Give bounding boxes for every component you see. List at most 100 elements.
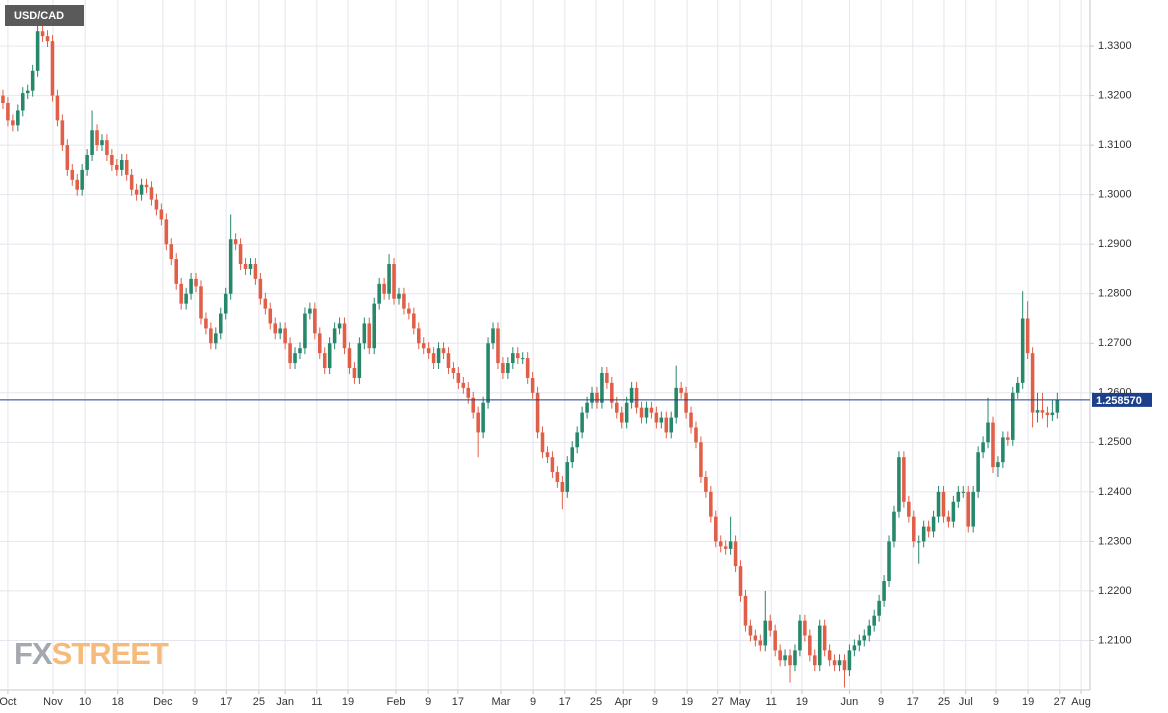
y-tick-label: 1.2800 <box>1098 288 1132 300</box>
candle-body <box>214 333 218 344</box>
candle-body <box>496 328 500 364</box>
candle-body <box>159 209 164 220</box>
candle-body <box>179 283 183 304</box>
candle-body <box>515 353 520 359</box>
candle-body <box>718 541 723 547</box>
candle-body <box>902 457 906 502</box>
candle-body <box>446 353 451 369</box>
x-tick-label: Jan <box>276 696 294 708</box>
x-tick-label: 25 <box>253 696 265 708</box>
candle-body <box>832 660 837 666</box>
candle-body <box>273 323 278 334</box>
candle-body <box>1001 437 1005 463</box>
y-tick-label: 1.2900 <box>1098 238 1132 250</box>
candle-body <box>704 477 708 492</box>
candle-body <box>199 286 203 319</box>
candle-body <box>862 635 867 641</box>
candle-body <box>441 348 446 354</box>
x-tick-label: 10 <box>79 696 91 708</box>
y-tick-label: 1.2100 <box>1098 634 1132 646</box>
candle-body <box>654 412 659 423</box>
candle-body <box>357 343 362 378</box>
candle-body <box>709 491 713 517</box>
candle-body <box>149 187 154 200</box>
candle-body <box>1035 410 1040 413</box>
candle-body <box>367 323 372 349</box>
candle-body <box>105 140 109 156</box>
x-tick-label: 18 <box>112 696 124 708</box>
candle-body <box>184 293 188 304</box>
candle-body <box>11 120 15 126</box>
candle-body <box>139 184 144 195</box>
candle-body <box>555 472 560 482</box>
candle-body <box>476 412 480 433</box>
candle-body <box>852 645 857 651</box>
candle-body <box>30 70 35 91</box>
candle-body <box>40 31 45 37</box>
candle-body <box>501 363 505 373</box>
candle-body <box>1006 437 1010 440</box>
candle-body <box>50 41 55 96</box>
candle-body <box>322 353 327 369</box>
candle-body <box>486 343 490 403</box>
x-tick-label: 25 <box>590 696 602 708</box>
candle-body <box>595 392 599 403</box>
candle-body <box>278 328 282 334</box>
candle-body <box>16 110 20 126</box>
candle-body <box>817 625 822 666</box>
candle-body <box>144 184 149 188</box>
candle-body <box>481 402 485 433</box>
candle-body <box>946 516 951 522</box>
candle-body <box>1045 412 1050 416</box>
candle-body <box>511 353 515 364</box>
candle-body <box>461 382 466 388</box>
candle-body <box>194 278 198 287</box>
candle-body <box>768 620 773 631</box>
candle-body <box>778 650 782 661</box>
candle-body <box>223 293 228 314</box>
candle-body <box>377 283 381 304</box>
candle-body <box>70 169 75 180</box>
candle-body <box>892 511 896 542</box>
candle-body <box>921 526 926 542</box>
candle-body <box>342 323 347 349</box>
candle-body <box>1 95 5 104</box>
candle-body <box>540 432 545 453</box>
candle-body <box>1025 318 1030 354</box>
candle-body <box>877 600 881 616</box>
x-tick-label: 27 <box>1054 696 1066 708</box>
candle-body <box>659 417 664 423</box>
candle-body <box>332 328 337 344</box>
x-tick-label: 9 <box>652 696 658 708</box>
y-tick-label: 1.2300 <box>1098 535 1132 547</box>
candle-body <box>570 447 575 463</box>
x-tick-label: Apr <box>615 696 632 708</box>
candle-body <box>535 392 540 433</box>
candle-body <box>431 353 436 364</box>
candle-body <box>1050 412 1055 416</box>
candle-body <box>218 313 223 334</box>
candle-body <box>728 541 733 549</box>
axes: 1.21001.22001.23001.24001.25001.26001.27… <box>0 40 1152 708</box>
candle-body <box>382 283 386 294</box>
candle-body <box>110 155 114 165</box>
candle-body <box>887 541 891 582</box>
y-tick-label: 1.3200 <box>1098 90 1132 102</box>
candle-body <box>313 308 317 334</box>
candle-body <box>288 343 292 364</box>
x-tick-label: 9 <box>425 696 431 708</box>
candle-body <box>931 516 936 532</box>
candle-body <box>95 130 99 146</box>
x-tick-label: 9 <box>878 696 884 708</box>
candle-body <box>1015 382 1020 393</box>
candle-body <box>575 432 579 448</box>
candle-body <box>451 368 456 373</box>
candle-body <box>867 625 872 636</box>
candle-body <box>971 491 975 527</box>
candle-body <box>812 655 817 666</box>
chart-title: USD/CAD <box>14 10 64 22</box>
candle-body <box>20 93 25 111</box>
y-tick-label: 1.2400 <box>1098 486 1132 498</box>
candle-body <box>129 174 134 190</box>
